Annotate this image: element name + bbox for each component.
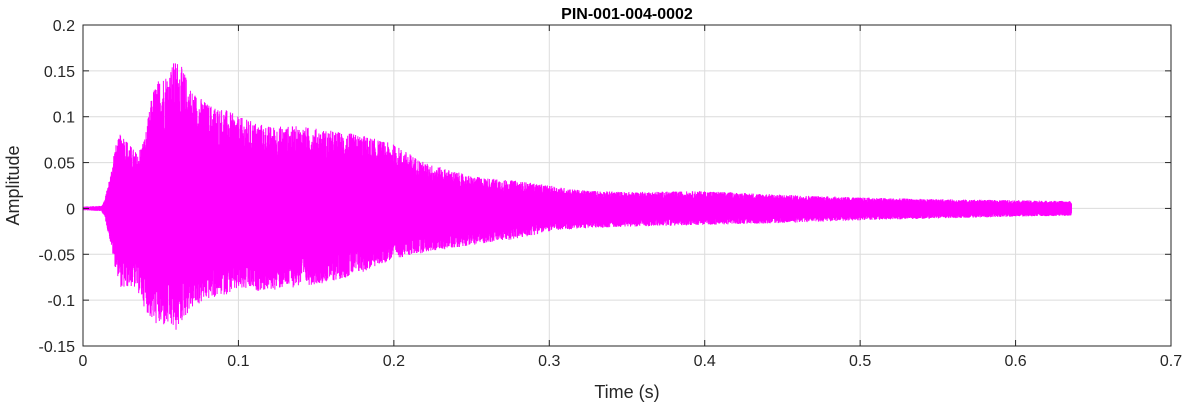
x-tick-label: 0.1 bbox=[227, 353, 249, 370]
amplitude-waveform bbox=[82, 63, 1073, 330]
x-tick-label: 0.6 bbox=[1004, 353, 1026, 370]
x-tick-label: 0.3 bbox=[538, 353, 560, 370]
y-tick-label: 0.15 bbox=[44, 64, 75, 81]
axes-box bbox=[82, 24, 1172, 347]
y-tick-label: -0.15 bbox=[39, 339, 76, 356]
plot-area bbox=[82, 63, 1073, 330]
y-tick-label: 0.2 bbox=[53, 18, 75, 35]
x-axis-label: Time (s) bbox=[594, 382, 659, 402]
y-tick-label: -0.05 bbox=[39, 247, 76, 264]
y-axis: -0.15 -0.1 -0.05 0 0.05 0.1 0.15 0.2 bbox=[39, 18, 1171, 356]
x-axis: 0 0.1 0.2 0.3 0.4 0.5 0.6 0.7 bbox=[79, 25, 1182, 370]
y-axis-label: Amplitude bbox=[3, 145, 23, 225]
x-tick-label: 0 bbox=[79, 353, 88, 370]
x-tick-label: 0.5 bbox=[849, 353, 871, 370]
y-tick-label: -0.1 bbox=[47, 293, 75, 310]
x-tick-label: 0.2 bbox=[383, 353, 405, 370]
y-tick-label: 0 bbox=[66, 201, 75, 218]
chart-title: PIN-001-004-0002 bbox=[561, 6, 693, 23]
x-tick-label: 0.4 bbox=[694, 353, 716, 370]
x-tick-label: 0.7 bbox=[1160, 353, 1182, 370]
y-tick-label: 0.1 bbox=[53, 110, 75, 127]
y-tick-label: 0.05 bbox=[44, 156, 75, 173]
